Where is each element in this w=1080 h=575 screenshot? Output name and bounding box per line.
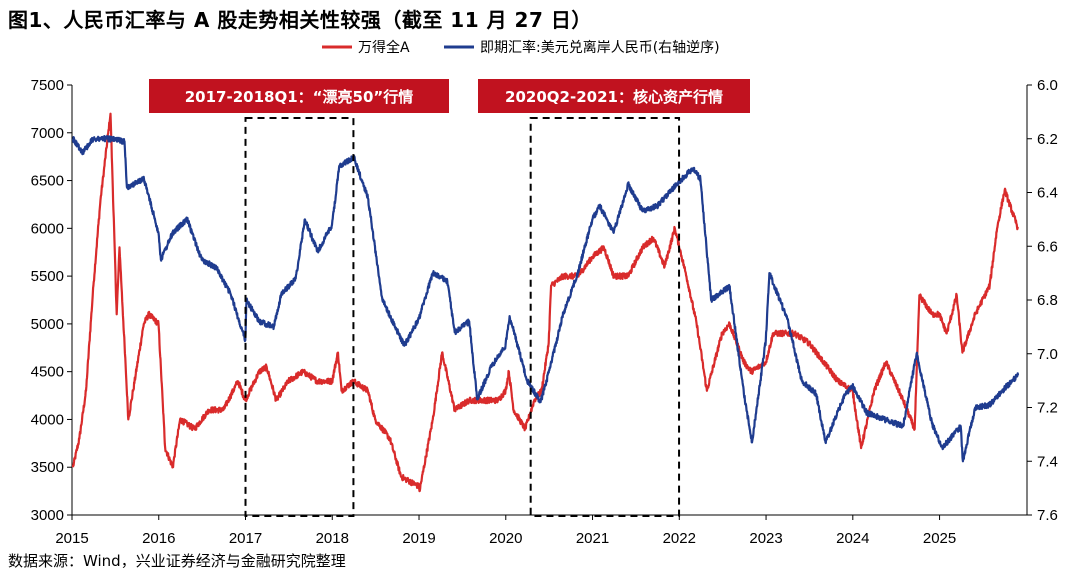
chart-source: 数据来源：Wind，兴业证券经济与金融研究院整理	[8, 552, 346, 570]
y-left-tick-label: 5000	[31, 316, 64, 333]
annotation-label-bg-2	[478, 79, 750, 113]
series-line-usd-cnh	[71, 135, 1020, 463]
y-right-tick-label: 7.0	[1037, 346, 1058, 363]
series-line-wind-all-a	[71, 112, 1019, 493]
legend-label-usd-cnh: 即期汇率:美元兑离岸人民币(右轴逆序)	[480, 39, 720, 56]
series-lines	[71, 112, 1020, 493]
y-left-tick-label: 4500	[31, 364, 64, 381]
y-right-tick-label: 6.2	[1037, 131, 1058, 148]
chart-title: 图1、人民币汇率与 A 股走势相关性较强（截至 11 月 27 日）	[8, 8, 592, 32]
x-tick-label: 2019	[402, 530, 435, 547]
y-right-tick-label: 7.4	[1037, 453, 1058, 470]
y-left-tick-label: 4000	[31, 411, 64, 428]
y-right-tick-label: 6.4	[1037, 185, 1058, 202]
y-right-tick-label: 7.6	[1037, 507, 1058, 524]
annotation-box-1	[244, 117, 355, 517]
y-left-tick-label: 7000	[31, 125, 64, 142]
legend: 万得全A 即期汇率:美元兑离岸人民币(右轴逆序)	[322, 39, 720, 56]
x-tick-label: 2020	[489, 530, 522, 547]
annotation-label-2: 2020Q2-2021：核心资产行情	[505, 88, 723, 106]
y-left-tick-label: 7500	[31, 77, 64, 94]
y-left-tick-label: 6000	[31, 220, 64, 237]
x-tick-label: 2021	[576, 530, 609, 547]
annotation-label-bg-1	[149, 79, 449, 113]
x-tick-label: 2015	[55, 530, 88, 547]
y-right-tick-label: 6.6	[1037, 238, 1058, 255]
y-right-tick-label: 7.2	[1037, 400, 1058, 417]
axes: 7500 7000 6500 6000 5500 5000 4500 4000 3500 3000…	[31, 77, 1058, 547]
x-tick-label: 2025	[923, 530, 956, 547]
y-right-tick-label: 6.0	[1037, 77, 1058, 94]
y-left-tick-label: 5500	[31, 268, 64, 285]
x-tick-label: 2022	[663, 530, 696, 547]
y-left-tick-label: 6500	[31, 173, 64, 190]
x-tick-label: 2018	[316, 530, 349, 547]
legend-label-wind-all-a: 万得全A	[358, 39, 410, 56]
annotation-label-1: 2017-2018Q1：“漂亮50”行情	[185, 88, 414, 106]
x-tick-label: 2024	[836, 530, 869, 547]
y-left-tick-label: 3000	[31, 507, 64, 524]
annotations: 2017-2018Q1：“漂亮50”行情 2020Q2-2021：核心资产行情	[149, 79, 750, 517]
x-tick-label: 2017	[229, 530, 262, 547]
y-right-tick-label: 6.8	[1037, 292, 1058, 309]
x-tick-label: 2016	[142, 530, 175, 547]
y-left-tick-label: 3500	[31, 459, 64, 476]
annotation-box-2	[529, 117, 681, 517]
x-tick-label: 2023	[749, 530, 782, 547]
